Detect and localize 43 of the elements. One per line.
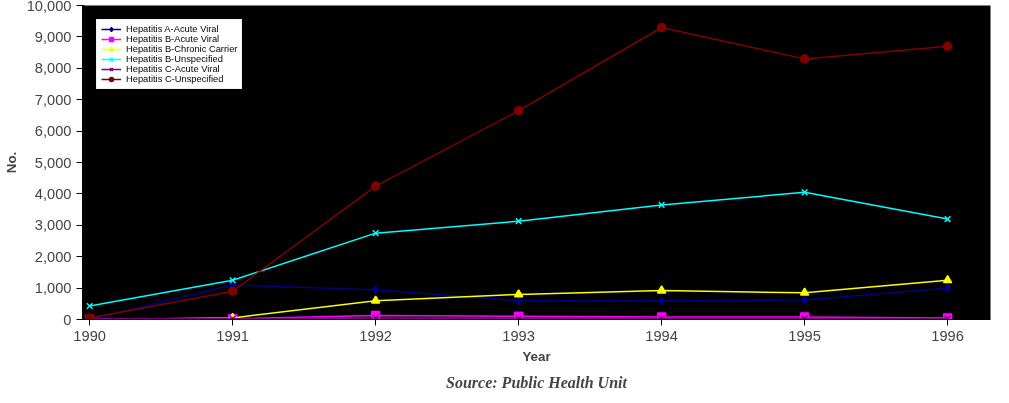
y-axis-title: No. [3,151,19,174]
y-tick-label: 7,000 [34,91,72,108]
x-tick-label: 1996 [931,327,964,344]
x-tick-label: 1992 [359,327,392,344]
point [513,105,524,116]
point [801,295,809,305]
point [944,215,952,223]
y-tick-label: 0 [63,311,72,328]
point [658,295,666,306]
y-tick-label: 6,000 [34,123,72,140]
x-tick-label: 1994 [645,327,678,344]
point [799,54,810,64]
y-tick-label: 2,000 [34,248,72,265]
legend-label: Hepatitis B-Chronic Carrier [126,44,238,54]
point [942,274,953,284]
source-note: Source: Public Health Unit [446,373,628,391]
y-tick-label: 10,000 [26,0,72,14]
point [656,22,667,33]
y-tick-label: 1,000 [34,280,72,297]
x-axis-title: Year [522,348,551,364]
legend-label: Hepatitis C-Acute Viral [126,64,220,74]
point [370,181,381,191]
point [944,283,952,293]
legend-label: Hepatitis B-Acute Viral [126,34,220,44]
legend-label: Hepatitis A-Acute Viral [126,24,219,34]
y-tick-label: 9,000 [34,28,72,45]
y-tick-label: 3,000 [34,217,72,234]
x-tick-label: 1991 [216,327,249,344]
y-tick-label: 4,000 [34,185,72,202]
x-tick-label: 1993 [502,327,535,344]
legend-label: Hepatitis C-Unspecified [126,74,224,84]
point [799,287,810,296]
x-tick-label: 1995 [788,327,821,344]
legend-label: Hepatitis B-Unspecified [126,54,223,64]
point [227,286,238,296]
x-tick-label: 1990 [73,327,106,344]
point [656,285,667,294]
y-tick-label: 5,000 [34,154,72,171]
y-tick-label: 8,000 [34,60,72,77]
point [513,289,524,298]
point [372,284,380,295]
point [942,41,953,52]
point [370,295,381,304]
